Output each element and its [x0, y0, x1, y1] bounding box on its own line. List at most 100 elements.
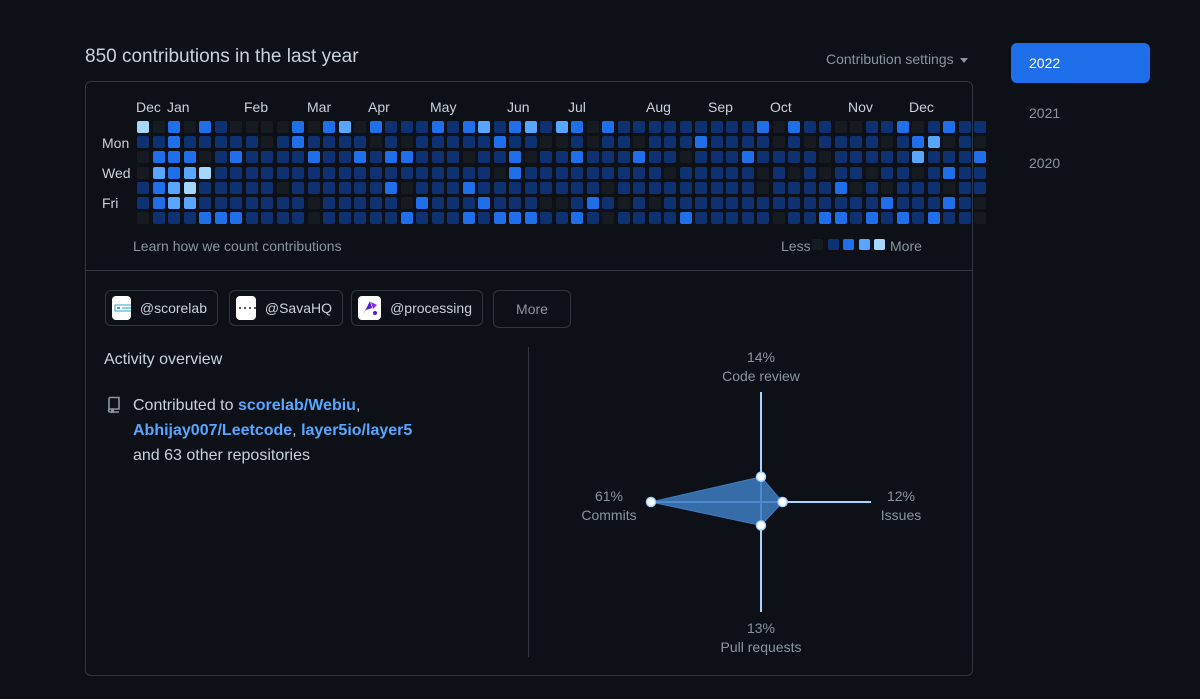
contribution-day-cell[interactable] [183, 166, 196, 179]
contribution-day-cell[interactable] [199, 166, 211, 179]
contribution-day-cell[interactable] [431, 166, 444, 179]
contribution-day-cell[interactable] [741, 166, 754, 179]
contribution-day-cell[interactable] [648, 121, 661, 133]
contribution-day-cell[interactable] [850, 166, 862, 179]
contribution-day-cell[interactable] [555, 136, 568, 149]
contribution-day-cell[interactable] [695, 212, 707, 225]
contribution-day-cell[interactable] [896, 212, 909, 225]
orgs-more-button[interactable]: More [493, 290, 571, 328]
contribution-day-cell[interactable] [261, 151, 273, 164]
repo-link-webiu[interactable]: scorelab/Webiu [237, 397, 356, 414]
contribution-day-cell[interactable] [819, 151, 831, 164]
contribution-day-cell[interactable] [927, 212, 940, 225]
contribution-day-cell[interactable] [958, 166, 971, 179]
contribution-day-cell[interactable] [354, 136, 366, 149]
contribution-day-cell[interactable] [261, 136, 273, 149]
contribution-day-cell[interactable] [679, 197, 692, 209]
contribution-day-cell[interactable] [245, 181, 258, 194]
contribution-day-cell[interactable] [602, 166, 614, 179]
contribution-day-cell[interactable] [245, 212, 258, 225]
contribution-day-cell[interactable] [803, 212, 816, 225]
contribution-day-cell[interactable] [757, 151, 769, 164]
contribution-day-cell[interactable] [292, 136, 304, 149]
contribution-day-cell[interactable] [183, 121, 196, 133]
contribution-day-cell[interactable] [137, 151, 149, 164]
contribution-day-cell[interactable] [524, 151, 537, 164]
contribution-day-cell[interactable] [679, 136, 692, 149]
contribution-day-cell[interactable] [586, 212, 599, 225]
year-2022-button[interactable]: 2022 [1011, 43, 1150, 83]
contribution-day-cell[interactable] [571, 151, 583, 164]
contribution-day-cell[interactable] [540, 197, 552, 209]
contribution-day-cell[interactable] [416, 151, 428, 164]
contribution-day-cell[interactable] [664, 166, 676, 179]
contribution-day-cell[interactable] [726, 121, 738, 133]
contribution-day-cell[interactable] [183, 181, 196, 194]
contribution-day-cell[interactable] [803, 197, 816, 209]
contribution-day-cell[interactable] [695, 136, 707, 149]
contribution-day-cell[interactable] [865, 181, 878, 194]
contribution-day-cell[interactable] [664, 197, 676, 209]
contribution-day-cell[interactable] [695, 151, 707, 164]
repo-link-leetcode[interactable]: Abhijay007/Leetcode [133, 422, 293, 439]
contribution-day-cell[interactable] [385, 212, 397, 225]
contribution-day-cell[interactable] [834, 212, 847, 225]
contribution-day-cell[interactable] [168, 136, 180, 149]
contribution-day-cell[interactable] [741, 212, 754, 225]
contribution-day-cell[interactable] [617, 197, 630, 209]
contribution-day-cell[interactable] [199, 151, 211, 164]
contribution-day-cell[interactable] [431, 151, 444, 164]
contribution-day-cell[interactable] [478, 121, 490, 133]
contribution-day-cell[interactable] [881, 181, 893, 194]
contribution-day-cell[interactable] [850, 212, 862, 225]
contribution-day-cell[interactable] [307, 197, 320, 209]
contribution-day-cell[interactable] [245, 136, 258, 149]
contribution-day-cell[interactable] [958, 121, 971, 133]
contribution-day-cell[interactable] [788, 121, 800, 133]
contribution-day-cell[interactable] [276, 212, 289, 225]
contribution-day-cell[interactable] [927, 197, 940, 209]
contribution-day-cell[interactable] [540, 181, 552, 194]
contribution-day-cell[interactable] [571, 136, 583, 149]
contribution-day-cell[interactable] [478, 136, 490, 149]
contribution-day-cell[interactable] [664, 212, 676, 225]
contribution-day-cell[interactable] [369, 136, 382, 149]
contribution-day-cell[interactable] [152, 197, 165, 209]
contribution-day-cell[interactable] [664, 136, 676, 149]
contribution-day-cell[interactable] [214, 181, 227, 194]
repo-link-layer5[interactable]: layer5io/layer5 [301, 422, 413, 439]
contribution-day-cell[interactable] [292, 181, 304, 194]
contribution-day-cell[interactable] [834, 166, 847, 179]
contribution-day-cell[interactable] [276, 151, 289, 164]
contribution-day-cell[interactable] [214, 197, 227, 209]
contribution-day-cell[interactable] [168, 166, 180, 179]
contribution-day-cell[interactable] [695, 197, 707, 209]
contribution-day-cell[interactable] [679, 151, 692, 164]
contribution-day-cell[interactable] [881, 136, 893, 149]
contribution-day-cell[interactable] [230, 181, 242, 194]
contribution-day-cell[interactable] [493, 212, 506, 225]
contribution-day-cell[interactable] [943, 181, 955, 194]
org-filter-processing[interactable]: @processing [351, 290, 483, 326]
contribution-day-cell[interactable] [726, 151, 738, 164]
contribution-day-cell[interactable] [369, 197, 382, 209]
contribution-day-cell[interactable] [865, 197, 878, 209]
contribution-day-cell[interactable] [230, 151, 242, 164]
contribution-day-cell[interactable] [199, 212, 211, 225]
year-2020-button[interactable]: 2020 [1029, 155, 1061, 171]
contribution-day-cell[interactable] [710, 212, 723, 225]
contribution-day-cell[interactable] [555, 121, 568, 133]
contribution-day-cell[interactable] [323, 136, 335, 149]
contribution-day-cell[interactable] [943, 151, 955, 164]
contribution-day-cell[interactable] [524, 121, 537, 133]
contribution-day-cell[interactable] [493, 166, 506, 179]
contribution-day-cell[interactable] [323, 166, 335, 179]
contribution-day-cell[interactable] [431, 212, 444, 225]
contribution-day-cell[interactable] [772, 197, 785, 209]
contribution-day-cell[interactable] [509, 166, 521, 179]
contribution-day-cell[interactable] [261, 166, 273, 179]
contribution-day-cell[interactable] [400, 166, 413, 179]
contribution-day-cell[interactable] [834, 181, 847, 194]
contribution-day-cell[interactable] [447, 136, 459, 149]
contribution-day-cell[interactable] [958, 136, 971, 149]
